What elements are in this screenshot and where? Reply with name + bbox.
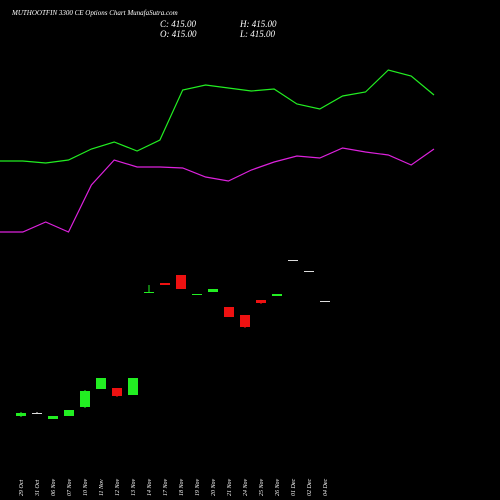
ohlc-high: H: 415.00 [239,19,277,29]
candle-body [192,294,202,295]
x-tick-label: 01 Dec [291,479,297,496]
candle-body [176,275,186,289]
candle-body [64,410,74,416]
x-tick-label: 26 Nov [275,478,281,496]
x-tick-label: 13 Nov [131,478,137,496]
candle-body [160,283,170,285]
candle-body [320,301,330,302]
candle-body [32,413,42,414]
candle-body [48,416,58,419]
ohlc-open: O: 415.00 [160,29,197,39]
x-tick-label: 10 Nov [83,478,89,496]
x-tick-label: 21 Nov [227,478,233,496]
candle-body [16,413,26,416]
candle-body [96,378,106,389]
indicator-line [0,147,435,233]
candle-body [304,271,314,272]
chart-title: MUTHOOTFIN 3300 CE Options Chart MunafaS… [11,9,178,17]
x-tick-label: 24 Nov [242,478,249,496]
x-tick-label: 17 Nov [163,478,169,496]
x-tick-label: 31 Oct [35,480,41,497]
candle-body [208,289,218,292]
x-tick-label: 02 Dec [307,479,313,496]
x-tick-label: 06 Nov [51,478,57,496]
x-tick-label: 12 Nov [115,478,121,496]
candle-body [224,307,234,317]
x-tick-label: 20 Nov [211,478,217,496]
x-tick-label: 18 Nov [179,478,185,496]
candle-body [112,388,122,396]
candle-body [272,294,282,296]
ohlc-close: C: 415.00 [160,19,197,29]
ohlc-low: L: 415.00 [239,29,276,39]
candle-body [256,300,266,303]
x-tick-label: 14 Nov [146,478,153,496]
candle-body [240,315,250,327]
indicator-line [0,69,435,164]
candle-body [128,378,138,395]
candle-body [288,260,298,261]
x-tick-label: 11 Nov [99,479,105,496]
x-tick-label: 19 Nov [195,478,201,496]
candle-body [144,292,154,293]
x-tick-label: 25 Nov [259,478,265,496]
x-tick-label: 29 Oct [19,480,25,496]
candle-body [80,391,90,407]
x-tick-label: 07 Nov [67,478,73,496]
x-tick-label: 04 Dec [322,479,329,496]
